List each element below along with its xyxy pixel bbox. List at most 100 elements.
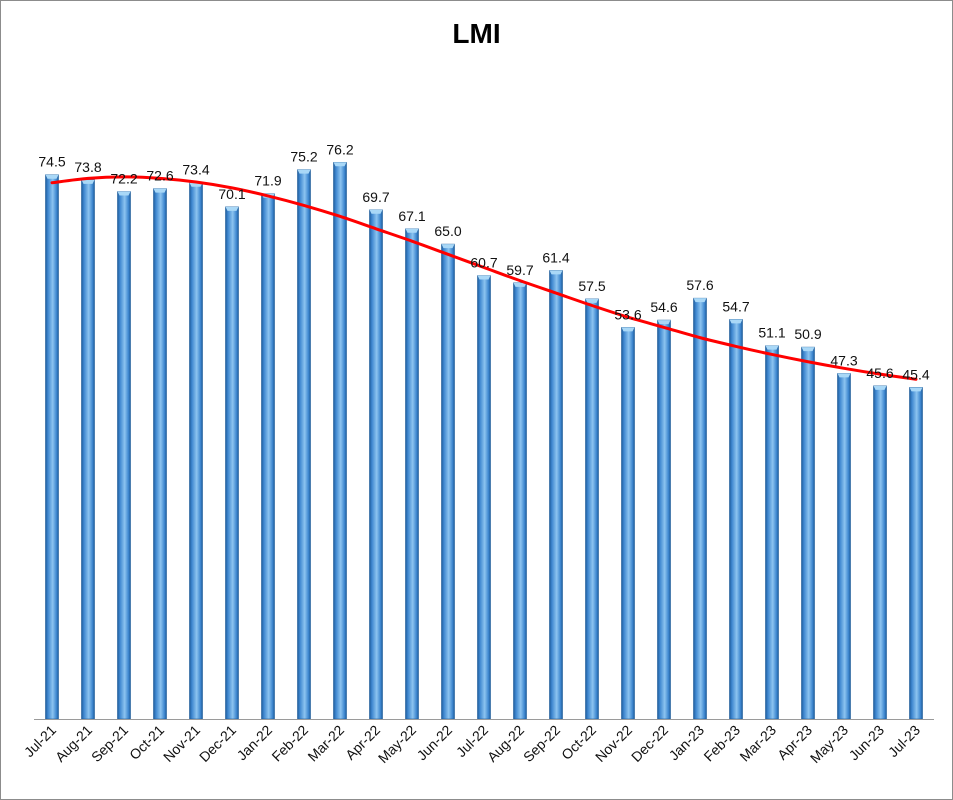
bar-cap-Nov-22 — [621, 327, 635, 332]
data-label-Jul-23: 45.4 — [902, 366, 929, 382]
chart-title: LMI — [452, 18, 501, 49]
bar-Nov-22 — [621, 327, 635, 720]
data-label-Jan-23: 57.6 — [686, 277, 713, 293]
x-tick-Jul-23: Jul-23 — [885, 722, 923, 760]
data-label-May-22: 67.1 — [398, 208, 425, 224]
x-tick-May-22: May-22 — [375, 722, 419, 766]
bar-cap-Apr-22 — [369, 209, 383, 214]
bar-cap-Jul-21 — [45, 174, 59, 179]
data-label-May-23: 47.3 — [830, 352, 857, 368]
data-label-Aug-22: 59.7 — [506, 262, 533, 278]
bar-Sep-22 — [549, 270, 563, 720]
x-tick-Aug-21: Aug-21 — [52, 722, 95, 765]
bar-cap-May-22 — [405, 228, 419, 233]
data-label-Oct-22: 57.5 — [578, 278, 605, 294]
data-label-Jul-22: 60.7 — [470, 255, 497, 271]
bar-cap-Jun-23 — [873, 385, 887, 390]
bar-Nov-21 — [189, 182, 203, 720]
data-label-Dec-22: 54.6 — [650, 299, 677, 315]
x-tick-Jan-23: Jan-23 — [666, 722, 708, 764]
bar-Dec-21 — [225, 206, 239, 720]
data-labels: 74.5 73.8 72.2 72.6 73.4 70.1 71.9 75.2 76.2 69.7… — [38, 141, 929, 382]
bar-cap-Mar-23 — [765, 345, 779, 350]
data-label-Jun-23: 45.6 — [866, 365, 893, 381]
x-tick-Nov-21: Nov-21 — [160, 722, 203, 765]
bar-Mar-22 — [333, 161, 347, 720]
bar-Jul-22 — [477, 275, 491, 720]
bar-cap-Oct-21 — [153, 188, 167, 193]
data-label-Feb-22: 75.2 — [290, 149, 317, 165]
bar-Feb-23 — [729, 319, 743, 720]
bar-cap-May-23 — [837, 373, 851, 378]
bar-Aug-21 — [81, 179, 95, 720]
x-tick-Sep-21: Sep-21 — [88, 722, 131, 765]
x-tick-Dec-21: Dec-21 — [196, 722, 239, 765]
bar-Jan-22 — [261, 193, 275, 720]
bar-cap-Dec-22 — [657, 320, 671, 325]
x-tick-May-23: May-23 — [807, 722, 851, 766]
x-tick-Aug-22: Aug-22 — [484, 722, 527, 765]
data-label-Mar-22: 76.2 — [326, 141, 353, 157]
bar-cap-Feb-22 — [297, 169, 311, 174]
bar-cap-Dec-21 — [225, 206, 239, 211]
bar-Apr-23 — [801, 346, 815, 720]
x-tick-Jun-22: Jun-22 — [414, 722, 456, 764]
bar-cap-Sep-21 — [117, 191, 131, 196]
bar-May-23 — [837, 373, 851, 720]
bar-cap-Apr-23 — [801, 347, 815, 352]
bar-May-22 — [405, 228, 419, 720]
bar-Oct-21 — [153, 188, 167, 720]
x-tick-Feb-23: Feb-23 — [700, 722, 743, 765]
data-label-Oct-21: 72.6 — [146, 168, 173, 184]
trend-line — [50, 175, 918, 381]
bar-cap-Feb-23 — [729, 319, 743, 324]
x-tick-Mar-23: Mar-23 — [736, 722, 779, 765]
x-tick-Dec-22: Dec-22 — [628, 722, 671, 765]
x-tick-Feb-22: Feb-22 — [268, 722, 311, 765]
x-tick-Mar-22: Mar-22 — [304, 722, 347, 765]
bar-cap-Jul-23 — [909, 387, 923, 392]
bar-cap-Oct-22 — [585, 298, 599, 303]
data-label-Mar-23: 51.1 — [758, 325, 785, 341]
bar-Jul-21 — [45, 174, 59, 720]
bar-cap-Jun-22 — [441, 244, 455, 249]
bar-cap-Mar-22 — [333, 162, 347, 167]
data-label-Jul-21: 74.5 — [38, 154, 65, 170]
data-label-Nov-22: 53.6 — [614, 306, 641, 322]
bar-Jun-23 — [873, 385, 887, 720]
x-tick-Nov-22: Nov-22 — [592, 722, 635, 765]
x-tick-Oct-22: Oct-22 — [558, 722, 599, 763]
x-tick-Sep-22: Sep-22 — [520, 722, 563, 765]
x-tick-labels: Jul-21Aug-21Sep-21Oct-21Nov-21Dec-21Jan-… — [21, 722, 923, 766]
x-tick-Oct-21: Oct-21 — [126, 722, 167, 763]
data-label-Apr-23: 50.9 — [794, 326, 821, 342]
data-label-Sep-22: 61.4 — [542, 249, 569, 265]
bar-cap-Aug-22 — [513, 282, 527, 287]
bar-Feb-22 — [297, 169, 311, 720]
bar-Apr-22 — [369, 209, 383, 720]
data-label-Aug-21: 73.8 — [74, 159, 101, 175]
bar-series — [45, 161, 923, 720]
bar-Dec-22 — [657, 319, 671, 720]
bar-Sep-21 — [117, 191, 131, 720]
bar-cap-Sep-22 — [549, 270, 563, 275]
bar-Jun-22 — [441, 243, 455, 720]
bar-Mar-23 — [765, 345, 779, 720]
bar-Oct-22 — [585, 298, 599, 720]
data-label-Jan-22: 71.9 — [254, 173, 281, 189]
bar-Aug-22 — [513, 282, 527, 720]
bar-Jan-23 — [693, 297, 707, 720]
bar-cap-Jul-22 — [477, 275, 491, 280]
bar-cap-Aug-21 — [81, 179, 95, 184]
data-label-Jun-22: 65.0 — [434, 223, 461, 239]
data-label-Feb-23: 54.7 — [722, 298, 749, 314]
x-tick-Jun-23: Jun-23 — [846, 722, 888, 764]
data-label-Sep-21: 72.2 — [110, 171, 137, 187]
x-tick-Jan-22: Jan-22 — [234, 722, 276, 764]
bar-Jul-23 — [909, 387, 923, 720]
data-label-Dec-21: 70.1 — [218, 186, 245, 202]
bar-cap-Jan-23 — [693, 298, 707, 303]
data-label-Apr-22: 69.7 — [362, 189, 389, 205]
data-label-Nov-21: 73.4 — [182, 162, 209, 178]
